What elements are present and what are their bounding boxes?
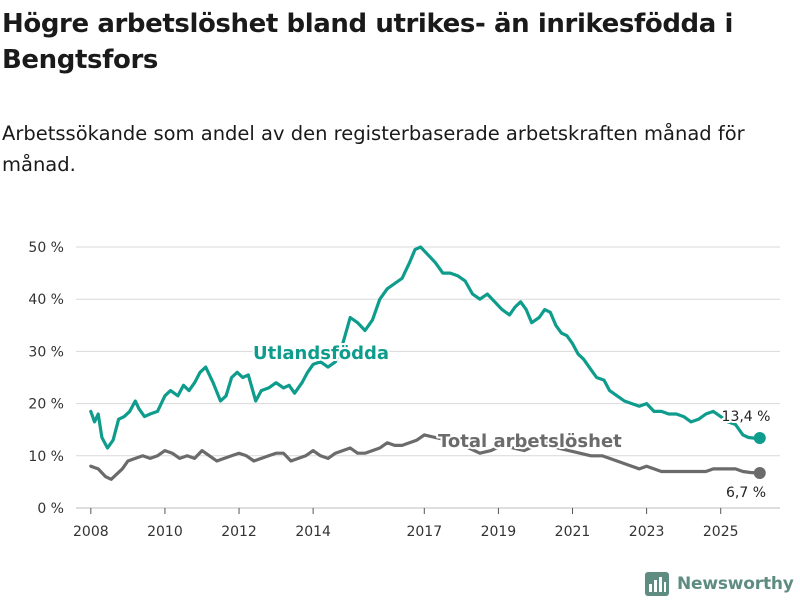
- x-tick-label: 2014: [295, 524, 331, 540]
- total-end-label: 6,7 %: [726, 485, 766, 501]
- x-tick-label: 2019: [481, 524, 517, 540]
- series: [89, 245, 766, 481]
- x-tick-label: 2012: [221, 524, 257, 540]
- x-tick-label: 2025: [703, 524, 739, 540]
- x-tick-label: 2017: [406, 524, 442, 540]
- y-tick-label: 20 %: [28, 397, 64, 413]
- chart-subtitle: Arbetssökande som andel av den registerb…: [2, 122, 745, 176]
- y-tick-label: 50 %: [28, 240, 64, 256]
- total-series-line: [89, 433, 760, 481]
- bar-chart-icon: [645, 572, 669, 596]
- x-tick-label: 2023: [629, 524, 665, 540]
- gridlines: [76, 246, 780, 509]
- y-tick-label: 30 %: [28, 344, 64, 360]
- total-end-point: [753, 467, 766, 480]
- foreign-series-line: [89, 245, 760, 450]
- x-tick-label: 2021: [555, 524, 591, 540]
- brand-name: Newsworthy: [677, 574, 794, 594]
- total-series-label: Total arbetslöshet: [438, 431, 622, 452]
- x-tick-label: 2010: [147, 524, 183, 540]
- foreign-end-label: 13,4 %: [722, 409, 771, 425]
- y-tick-label: 40 %: [28, 292, 64, 308]
- foreign-series-label: Utlandsfödda: [253, 343, 389, 364]
- labels: Utlandsfödda Total arbetslöshet 13,4 % 6,7 …: [251, 341, 772, 503]
- newsworthy-logo: Newsworthy: [645, 570, 794, 598]
- y-tick-label: 10 %: [28, 449, 64, 465]
- x-tick-label: 2008: [73, 524, 109, 540]
- y-tick-label: 0 %: [37, 501, 64, 517]
- axes: 0 % 10 % 20 % 30 % 40 % 50 % 2008 2010 2012 2014 2…: [28, 240, 738, 540]
- foreign-end-point: [753, 432, 766, 445]
- chart-title: Högre arbetslöshet bland utrikes- än inr…: [2, 9, 734, 75]
